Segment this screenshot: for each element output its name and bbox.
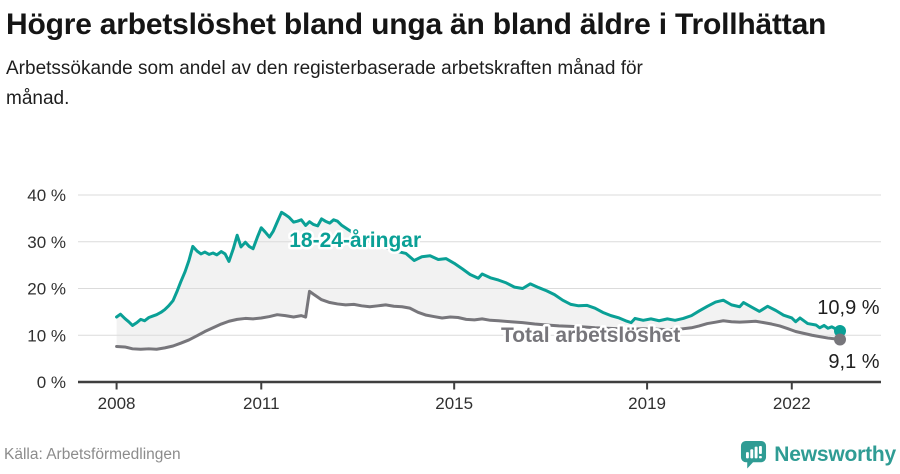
series-line-youth bbox=[115, 210, 842, 333]
series-end-dot-total bbox=[834, 333, 847, 346]
y-axis-tick-label: 10 % bbox=[27, 326, 66, 345]
end-value-label-total: 9,1 % bbox=[828, 351, 879, 373]
y-axis-tick-label: 20 % bbox=[27, 280, 66, 299]
series-line-total bbox=[115, 289, 842, 351]
newsworthy-wordmark: Newsworthy bbox=[774, 442, 896, 466]
x-axis-tick-label: 2008 bbox=[98, 394, 136, 413]
series-end-dot-youth bbox=[834, 325, 847, 338]
y-axis-tick-label: 30 % bbox=[27, 233, 66, 252]
newsworthy-logo-icon bbox=[741, 441, 767, 469]
chart-svg: 0 % 10 % 20 % 30 % 40 % 2008 2011 2015 2019 2022 1… bbox=[27, 186, 882, 413]
series-label-total: Total arbetslöshet bbox=[501, 324, 680, 347]
x-axis-tick-label: 2019 bbox=[628, 394, 666, 413]
newsworthy-brand: Newsworthy bbox=[740, 440, 896, 469]
page-title: Högre arbetslöshet bland unga än bland ä… bbox=[6, 8, 827, 41]
x-axis-tick-label: 2011 bbox=[243, 394, 280, 413]
x-axis-tick-label: 2015 bbox=[435, 394, 473, 413]
chart-subtitle: Arbetssökande som andel av den registerb… bbox=[6, 58, 643, 109]
source-note: Källa: Arbetsförmedlingen bbox=[4, 445, 181, 463]
series-label-youth: 18-24-åringar bbox=[289, 229, 421, 252]
chart-header: Högre arbetslöshet bland unga än bland ä… bbox=[0, 0, 900, 113]
y-axis-tick-label: 40 % bbox=[27, 186, 66, 205]
unemployment-line-chart: 0 % 10 % 20 % 30 % 40 % 2008 2011 2015 2019 2022 1… bbox=[0, 160, 900, 430]
series-band-fill bbox=[116, 212, 841, 350]
chart-footer: Källa: Arbetsförmedlingen Newsworthy bbox=[0, 440, 900, 469]
x-axis-tick-label: 2022 bbox=[773, 394, 811, 413]
y-axis-tick-label: 0 % bbox=[37, 373, 66, 392]
end-value-label-youth: 10,9 % bbox=[817, 297, 879, 319]
